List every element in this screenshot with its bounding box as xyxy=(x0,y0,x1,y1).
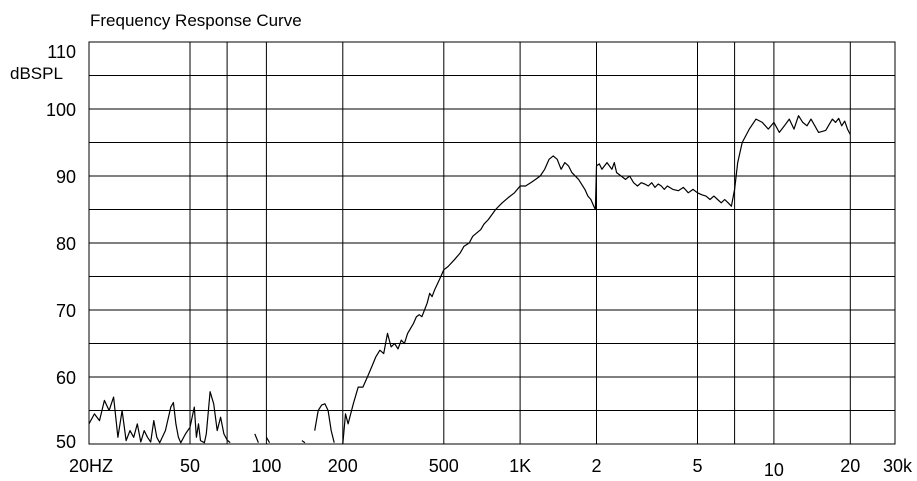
x-tick-label: 20 xyxy=(840,456,860,476)
y-unit-label: dBSPL xyxy=(10,64,63,83)
grid-lines xyxy=(88,41,896,445)
y-tick-label: 50 xyxy=(56,432,76,452)
tick-labels: 20HZ 50 100 200 500 1K 2 5 10 20 30k 50 60 70 80 90 100 1… xyxy=(46,42,913,480)
series-line-segment xyxy=(265,436,271,444)
plot-frame xyxy=(88,41,896,445)
y-tick-label: 110 xyxy=(47,42,76,62)
series-line-segment xyxy=(301,440,306,444)
chart-title: Frequency Response Curve xyxy=(90,11,302,30)
x-tick-label: 2 xyxy=(591,456,601,476)
x-tick-label: 200 xyxy=(328,456,358,476)
x-tick-label: 500 xyxy=(429,456,459,476)
y-tick-label: 70 xyxy=(56,301,76,321)
y-tick-label: 60 xyxy=(56,368,76,388)
y-tick-label: 100 xyxy=(46,100,76,120)
x-tick-label: 30k xyxy=(883,456,913,476)
x-tick-label: 20HZ xyxy=(69,456,113,476)
x-tick-label: 1K xyxy=(509,456,531,476)
response-curve xyxy=(88,115,851,445)
x-tick-label: 5 xyxy=(692,456,702,476)
x-tick-label: 10 xyxy=(764,460,784,480)
series-line-segment xyxy=(342,115,851,445)
x-tick-label: 50 xyxy=(180,456,200,476)
y-tick-label: 80 xyxy=(56,234,76,254)
series-line-segment xyxy=(88,391,231,444)
y-tick-label: 90 xyxy=(56,167,76,187)
series-line-segment xyxy=(314,403,335,443)
x-tick-label: 100 xyxy=(251,456,281,476)
series-line-segment xyxy=(254,433,259,443)
